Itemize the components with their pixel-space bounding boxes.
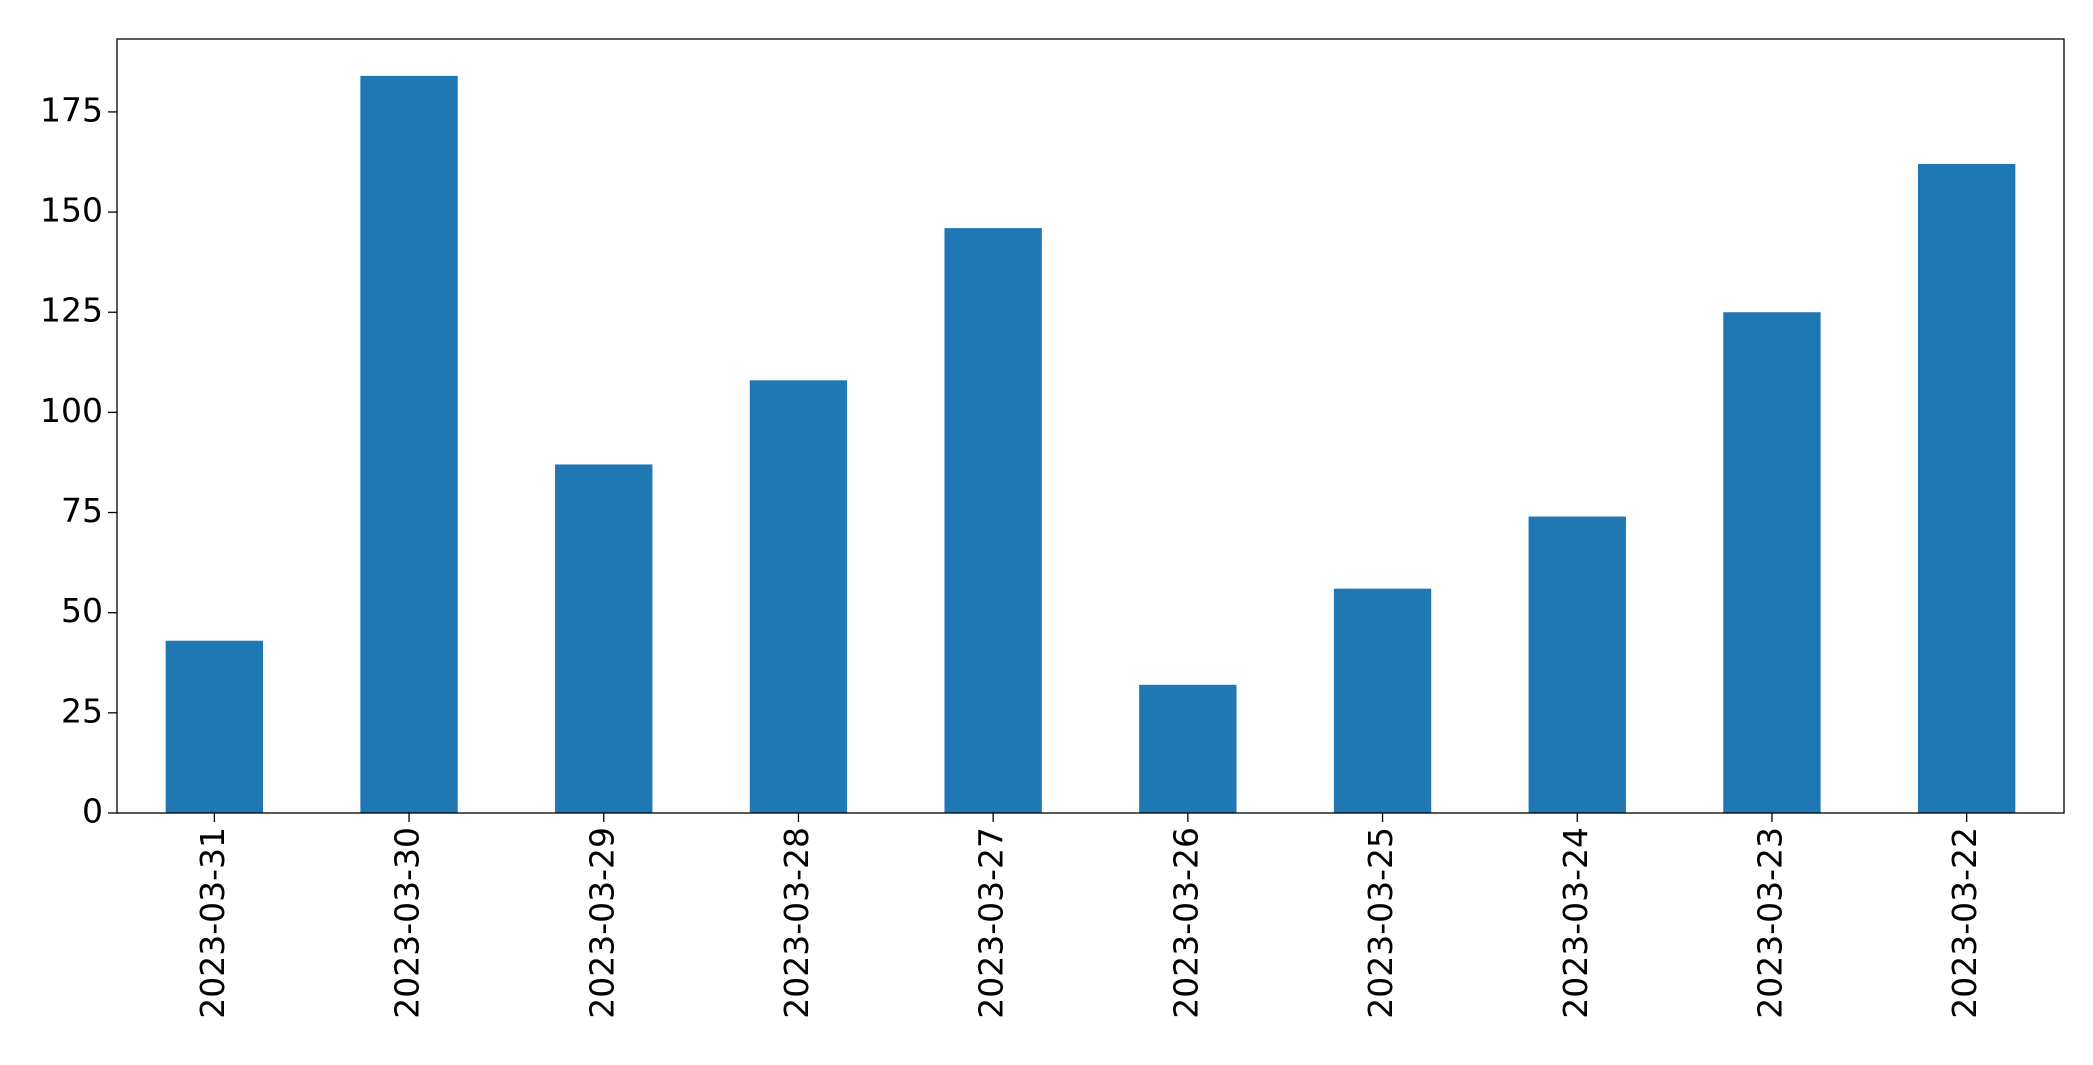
x-tick-label: 2023-03-25: [1361, 827, 1400, 1019]
plot-frame: [116, 38, 2065, 814]
x-tick-label: 2023-03-24: [1556, 827, 1595, 1019]
bar: [555, 464, 653, 813]
bar: [944, 228, 1042, 814]
bar: [1917, 163, 2016, 814]
x-tick-label: 2023-03-23: [1750, 827, 1789, 1019]
y-tick-label: 50: [61, 591, 103, 630]
bar: [1333, 588, 1432, 813]
x-tick-label: 2023-03-27: [972, 827, 1011, 1019]
bar: [749, 380, 848, 813]
x-tick-label: 2023-03-28: [777, 827, 816, 1019]
y-tick-label: 25: [61, 691, 103, 730]
bar: [1528, 516, 1626, 813]
x-tick-label: 2023-03-30: [388, 827, 427, 1019]
bar: [165, 640, 264, 813]
x-tick-label: 2023-03-26: [1166, 827, 1205, 1019]
y-tick-label: 150: [40, 191, 103, 230]
x-tick-label: 2023-03-31: [193, 827, 232, 1019]
bar: [1723, 312, 1821, 813]
y-tick-label: 100: [40, 391, 103, 430]
y-tick-label: 75: [61, 491, 103, 530]
x-tick-label: 2023-03-29: [582, 827, 621, 1019]
bar: [1139, 684, 1237, 813]
y-tick-label: 0: [82, 792, 103, 831]
x-tick-label: 2023-03-22: [1945, 827, 1984, 1019]
bar: [360, 75, 458, 814]
y-tick-label: 175: [40, 90, 103, 129]
y-tick-label: 125: [40, 291, 103, 330]
